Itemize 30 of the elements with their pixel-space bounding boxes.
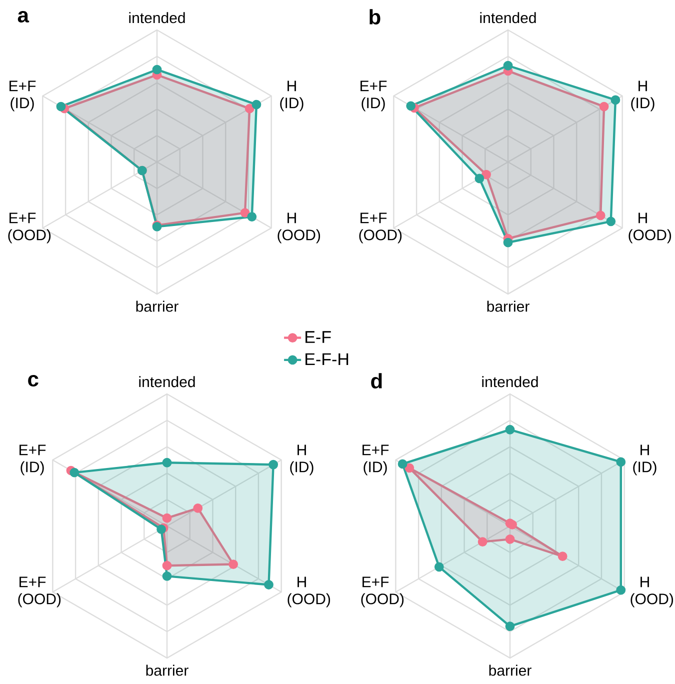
spoke-label: intended — [482, 376, 538, 388]
spoke-label: barrier — [136, 300, 178, 312]
spoke-label: E+F (OOD) — [361, 576, 404, 608]
spoke-label: H (OOD) — [288, 576, 330, 608]
spoke-label: E+F (OOD) — [8, 212, 51, 244]
spoke-label: E+F (OOD) — [18, 576, 61, 608]
spoke-label: E+F (ID) — [360, 80, 387, 112]
spoke-label: H (OOD) — [628, 212, 672, 244]
spoke-label: H (ID) — [290, 444, 314, 476]
legend-label: E-F — [306, 331, 331, 343]
spoke-label: H (OOD) — [630, 576, 674, 608]
spoke-label: H (ID) — [633, 444, 656, 476]
spoke-label: barrier — [146, 664, 188, 676]
legend-label: E-F-H — [306, 353, 348, 366]
chart-title: a — [18, 11, 30, 23]
chart-title: d — [371, 373, 382, 389]
spoke-label: barrier — [489, 664, 532, 676]
spoke-label: intended — [480, 12, 536, 24]
spoke-label: H (ID) — [280, 80, 304, 112]
spoke-label: intended — [139, 376, 195, 388]
spoke-label: H (ID) — [631, 80, 654, 112]
spoke-label: E+F (OOD) — [359, 212, 402, 244]
spoke-label: H (OOD) — [278, 212, 320, 244]
chart-title: c — [28, 375, 38, 387]
spoke-label: E+F (ID) — [20, 444, 46, 476]
spoke-label: barrier — [487, 300, 530, 312]
chart-title: b — [370, 9, 380, 24]
spoke-label: E+F (ID) — [362, 444, 389, 476]
spoke-label: E+F (ID) — [10, 80, 36, 112]
spoke-label: intended — [129, 12, 185, 24]
